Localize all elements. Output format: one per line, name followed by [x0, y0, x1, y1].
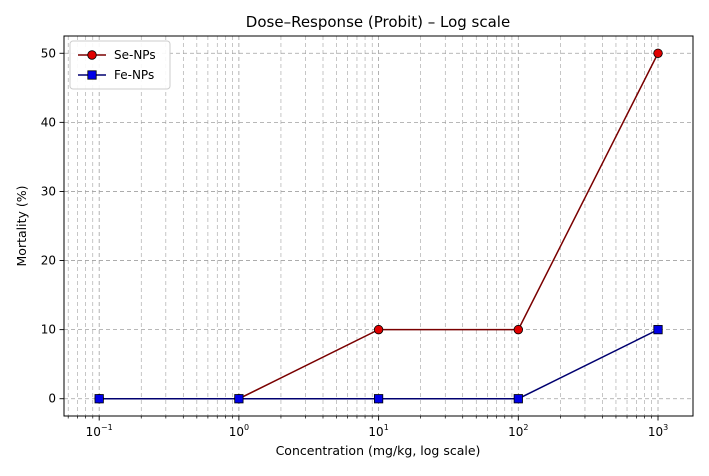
y-tick-label: 30 — [41, 184, 56, 198]
legend-label-fe-nps: Fe-NPs — [114, 68, 154, 82]
x-tick-label: 101 — [368, 423, 388, 439]
fe-nps-point — [373, 394, 384, 404]
gridlines — [64, 36, 693, 416]
y-tick-label: 0 — [48, 392, 56, 406]
legend-marker-se-nps — [87, 50, 97, 60]
x-tick-label: 103 — [648, 423, 668, 439]
y-axis-label: Mortality (%) — [14, 186, 29, 267]
y-tick-label: 20 — [41, 254, 56, 268]
y-tick-label: 40 — [41, 115, 56, 129]
legend-label-se-nps: Se-NPs — [114, 48, 156, 62]
se-nps-point — [513, 324, 524, 335]
x-tick-label: 10−1 — [86, 423, 113, 439]
fe-nps-point — [94, 394, 104, 404]
fe-nps-point — [234, 394, 244, 404]
series-layer — [94, 48, 663, 404]
x-tick-label: 102 — [508, 423, 528, 439]
y-tick-label: 10 — [41, 323, 56, 337]
fe-nps-point — [513, 394, 523, 404]
se-nps-point — [653, 48, 663, 58]
axis-ticks: 10−1 100 101 102 103 0 10 20 30 40 50 — [41, 46, 668, 439]
x-tick-label: 100 — [229, 423, 249, 439]
chart-title: Dose–Response (Probit) – Log scale — [246, 13, 510, 31]
legend-marker-fe-nps — [87, 70, 97, 80]
legend: Se-NPs Fe-NPs — [69, 40, 171, 90]
se-nps-point — [373, 324, 384, 335]
y-tick-label: 50 — [41, 46, 56, 60]
x-axis-label: Concentration (mg/kg, log scale) — [276, 443, 481, 458]
fe-nps-point — [653, 325, 663, 335]
